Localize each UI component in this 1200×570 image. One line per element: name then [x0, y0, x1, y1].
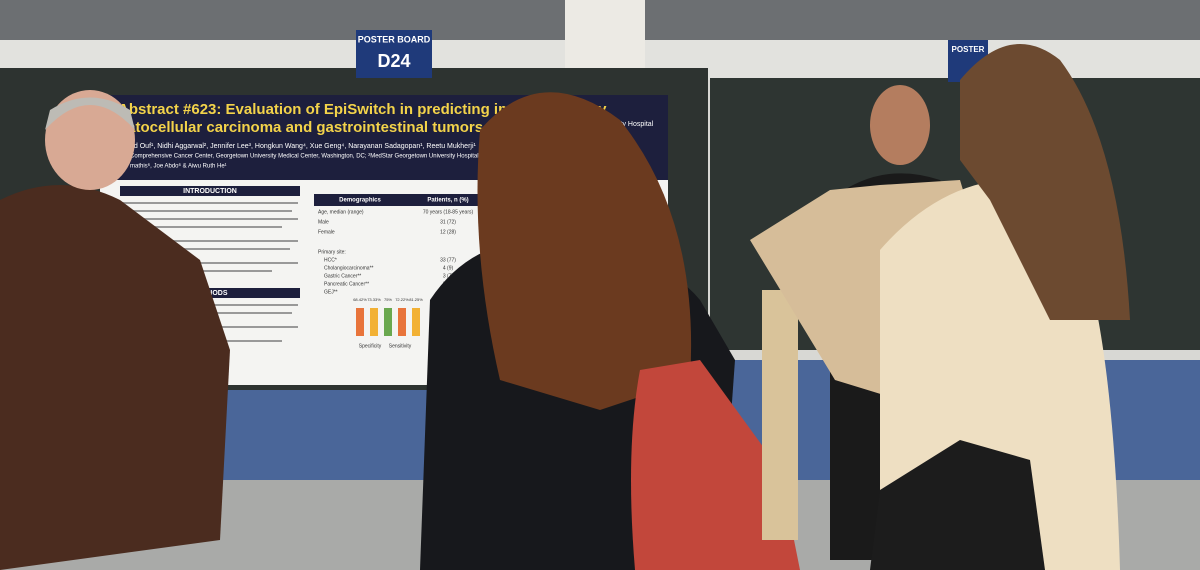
poster-tube — [762, 290, 798, 540]
table-cell: 4 (9) — [443, 265, 454, 271]
table-cell: 33 (77) — [440, 257, 456, 263]
table-cell: 70 years (18-85 years) — [423, 209, 474, 215]
table-cell: 3 (7) — [443, 273, 454, 279]
bar-label: 72.22% — [395, 297, 409, 302]
man-left-head — [45, 90, 135, 190]
bar-label: 68.42% — [353, 297, 367, 302]
table-header-cell: Demographics — [339, 198, 381, 204]
table-cell: 12 (28) — [440, 229, 456, 235]
poster-bar — [356, 308, 364, 336]
section-bar — [120, 186, 300, 196]
table-cell: Cholangiocarcinoma** — [324, 265, 374, 271]
table-cell: Pancreatic Cancer** — [324, 281, 369, 287]
chart-axis-label: Sensitivity — [389, 343, 412, 349]
section-heading: INTRODUCTION — [183, 188, 237, 195]
poster-bar — [384, 308, 392, 336]
board-sign — [356, 30, 432, 78]
sign-board: D24 — [377, 51, 410, 71]
bar-label: 73.33% — [367, 297, 381, 302]
table-cell: GEJ** — [324, 289, 338, 295]
sign-right-label: POSTER — [952, 45, 985, 54]
poster-bar — [412, 308, 420, 336]
table-cell: HCC* — [324, 257, 337, 263]
poster-authors: ud Ouf¹, Nidhi Aggarwal², Jennifer Lee³,… — [130, 143, 477, 150]
poster-title: patocellular carcinoma and gastrointesti… — [118, 119, 483, 136]
table-header-cell: Patients, n (%) — [427, 198, 468, 204]
man-left — [0, 185, 230, 570]
poster-bar — [398, 308, 406, 336]
presenter-head — [870, 85, 930, 165]
poster-bar — [370, 308, 378, 336]
table-cell: 31 (72) — [440, 219, 456, 225]
table-group-label: Primary site: — [318, 249, 346, 255]
black-bag — [870, 440, 1045, 570]
man-left-hair — [45, 97, 135, 130]
sign-label: POSTER BOARD — [358, 34, 431, 44]
pillar — [565, 0, 645, 80]
bar-label: 81.25% — [409, 297, 423, 302]
red-bag — [631, 360, 800, 570]
table-cell: Male — [318, 219, 329, 225]
table-header — [314, 194, 486, 206]
poster-authors: mathis⁶, Joe Abdo⁶ & Aiwu Ruth He¹ — [130, 163, 227, 170]
woman-center-hair — [477, 92, 692, 411]
poster-affiliation: Comprehensive Cancer Center, Georgetown … — [130, 154, 513, 160]
table-cell: Age, median (range) — [318, 209, 364, 215]
table-cell: Gastric Cancer** — [324, 273, 361, 279]
poster-title: Abstract #623: Evaluation of EpiSwitch i… — [118, 101, 607, 118]
bar-label: 75% — [384, 297, 392, 302]
chart-axis-label: Specificity — [359, 343, 382, 349]
woman-right-hair — [960, 44, 1130, 320]
table-cell: Female — [318, 229, 335, 235]
